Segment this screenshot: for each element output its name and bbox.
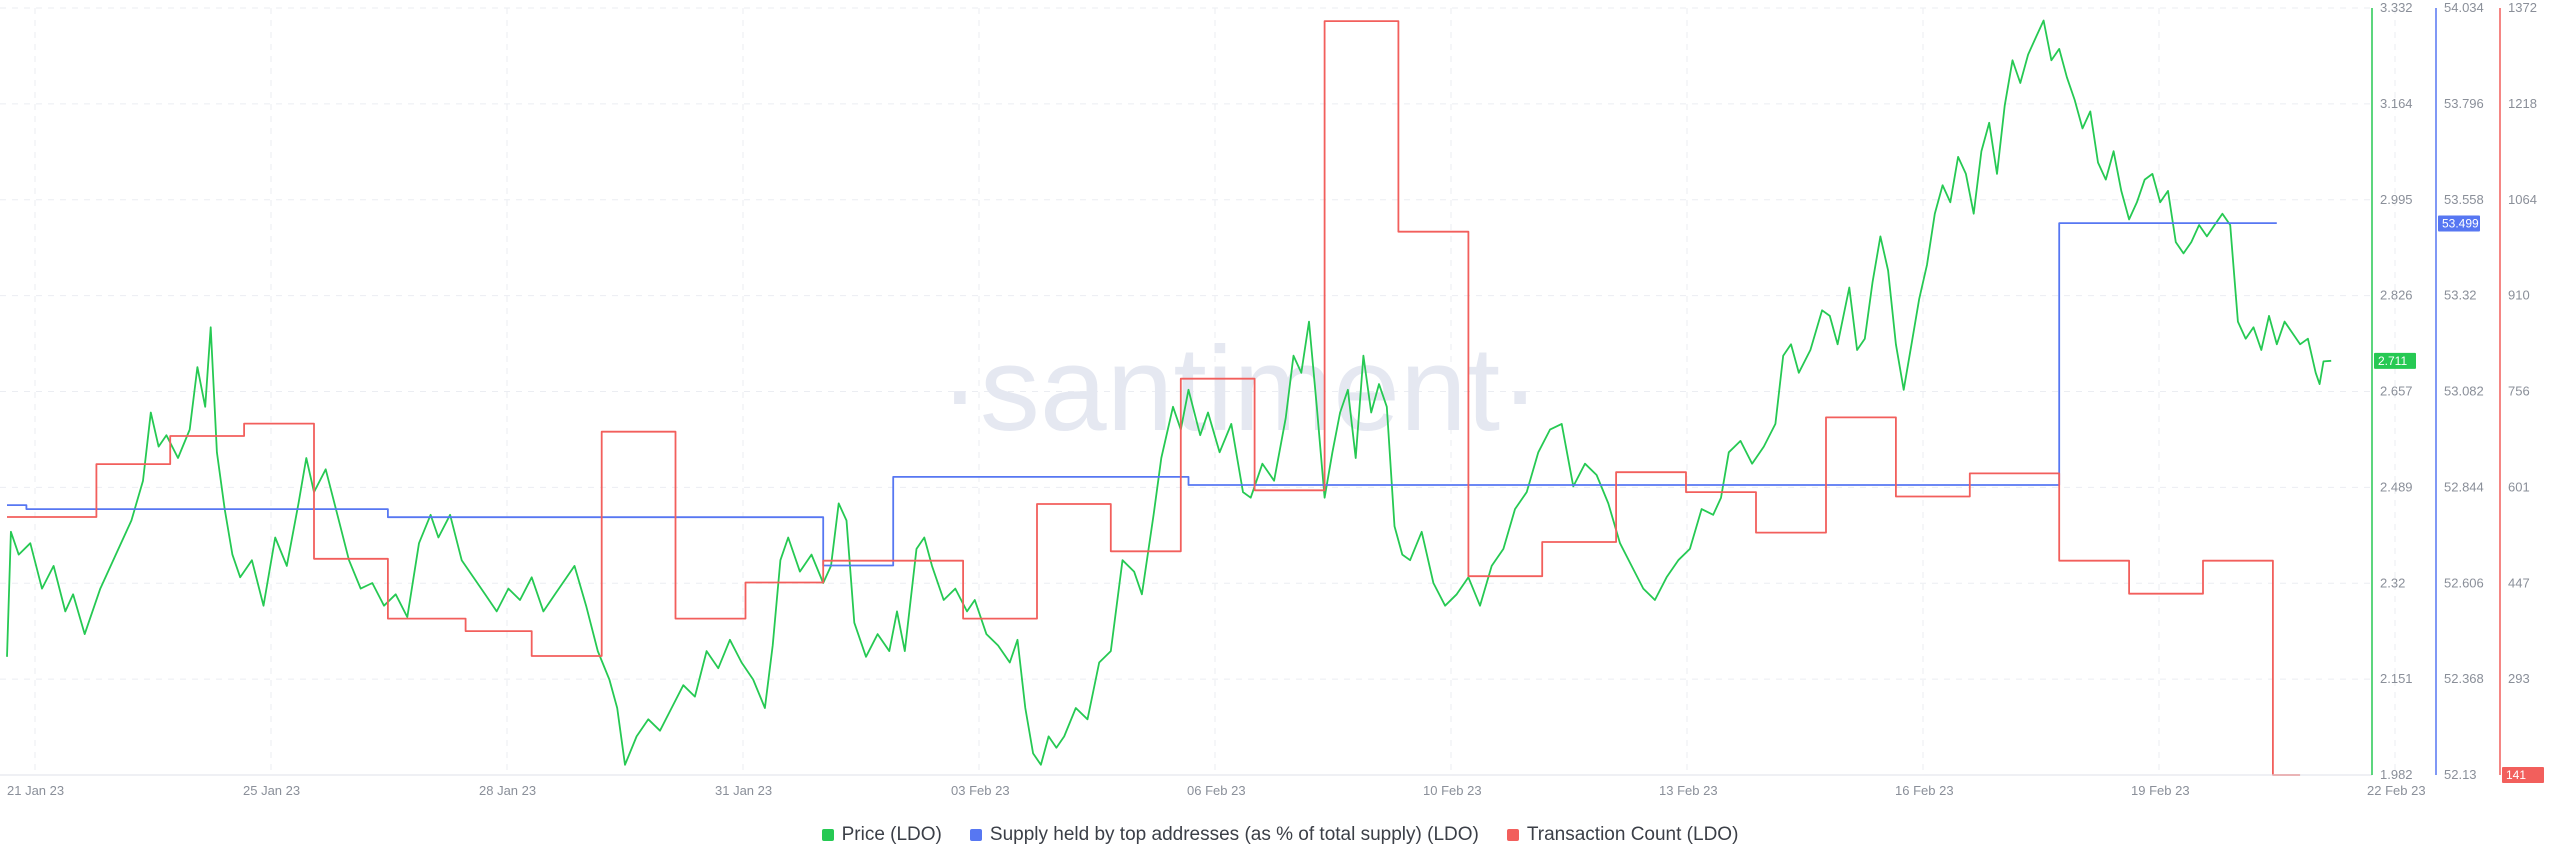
- x-tick-label: 10 Feb 23: [1423, 783, 1482, 798]
- series-layer: [6, 19, 2332, 776]
- tx-tick-label: 1372: [2508, 0, 2537, 15]
- price-tick-label: 3.164: [2380, 96, 2413, 111]
- legend: Price (LDO) Supply held by top addresses…: [0, 824, 2560, 846]
- price-current-badge: [2374, 352, 2416, 369]
- tx-current-label: 141: [2506, 768, 2526, 782]
- x-tick-label: 25 Jan 23: [243, 783, 300, 798]
- supply-tick-label: 52.606: [2444, 575, 2484, 590]
- legend-item-supply[interactable]: Supply held by top addresses (as % of to…: [969, 824, 1479, 846]
- watermark-text: ·santiment·: [940, 322, 1540, 456]
- x-tick-label: 31 Jan 23: [715, 783, 772, 798]
- legend-label-supply: Supply held by top addresses (as % of to…: [989, 824, 1479, 845]
- x-tick-label: 03 Feb 23: [951, 783, 1010, 798]
- series-line-transactions: [7, 20, 2301, 776]
- x-tick-label: 21 Jan 23: [7, 783, 64, 798]
- x-tick-label: 06 Feb 23: [1187, 783, 1246, 798]
- price-tick-label: 2.826: [2380, 288, 2413, 303]
- price-tick-label: 2.657: [2380, 384, 2413, 399]
- supply-tick-label: 53.32: [2444, 288, 2477, 303]
- supply-tick-label: 52.844: [2444, 479, 2484, 494]
- series-line-supply: [7, 222, 2277, 567]
- tx-tick-label: 293: [2508, 671, 2530, 686]
- supply-tick-label: 53.558: [2444, 192, 2484, 207]
- x-tick-label: 22 Feb 23: [2367, 783, 2426, 798]
- series-line-price: [6, 19, 2332, 766]
- x-tick-label: 28 Jan 23: [479, 783, 536, 798]
- price-tick-label: 2.489: [2380, 479, 2413, 494]
- x-tick-label: 16 Feb 23: [1895, 783, 1954, 798]
- tx-tick-label: 756: [2508, 384, 2530, 399]
- supply-tick-label: 53.082: [2444, 384, 2484, 399]
- tx-tick-label: 1064: [2508, 192, 2537, 207]
- tx-tick-label: 910: [2508, 288, 2530, 303]
- grid: [0, 7, 2396, 776]
- legend-swatch-supply: [969, 829, 982, 841]
- price-tick-label: 2.151: [2380, 671, 2413, 686]
- price-tick-label: 1.982: [2380, 767, 2413, 782]
- tx-current-badge: [2502, 767, 2544, 783]
- supply-tick-label: 54.034: [2444, 0, 2484, 15]
- legend-item-price[interactable]: Price (LDO): [821, 824, 942, 846]
- price-tick-label: 2.995: [2380, 192, 2413, 207]
- price-current-label: 2.711: [2378, 354, 2407, 368]
- x-tick-label: 13 Feb 23: [1659, 783, 1718, 798]
- legend-swatch-transactions: [1506, 829, 1519, 841]
- chart-svg: ·santiment· 21 Jan 23 25 Jan 23 28 Jan 23 3…: [0, 0, 2544, 798]
- supply-tick-label: 52.368: [2444, 671, 2484, 686]
- tx-tick-label: 1218: [2508, 96, 2537, 111]
- legend-swatch-price: [821, 829, 834, 841]
- supply-tick-label: 52.13: [2444, 767, 2477, 782]
- price-tick-label: 2.32: [2380, 575, 2405, 590]
- supply-current-label: 53.499: [2442, 217, 2479, 231]
- legend-item-transactions[interactable]: Transaction Count (LDO): [1506, 824, 1739, 846]
- x-tick-label: 19 Feb 23: [2131, 783, 2190, 798]
- axes-layer: 21 Jan 23 25 Jan 23 28 Jan 23 31 Jan 23 03 F…: [0, 0, 2544, 798]
- legend-label-price: Price (LDO): [841, 824, 942, 845]
- tx-tick-label: 601: [2508, 479, 2530, 494]
- supply-tick-label: 53.796: [2444, 96, 2484, 111]
- supply-current-badge: [2438, 215, 2480, 232]
- price-tick-label: 3.332: [2380, 0, 2413, 15]
- tx-tick-label: 447: [2508, 575, 2530, 590]
- legend-label-transactions: Transaction Count (LDO): [1526, 824, 1739, 845]
